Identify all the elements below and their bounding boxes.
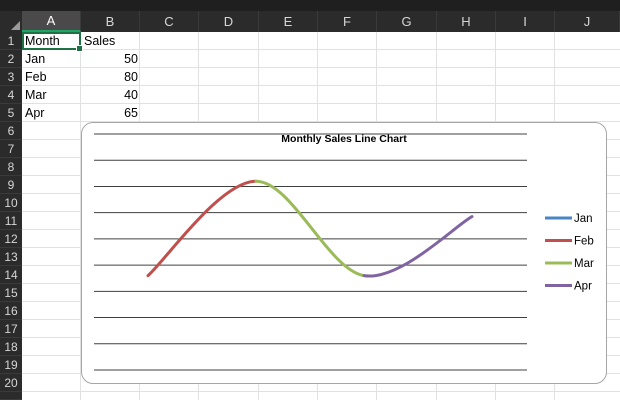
row-header-13[interactable]: 13 <box>0 248 22 266</box>
row-header-20[interactable]: 20 <box>0 374 22 392</box>
row-header-2[interactable]: 2 <box>0 50 22 68</box>
chart-title[interactable]: Monthly Sales Line Chart <box>281 133 407 145</box>
column-header-b[interactable]: B <box>81 11 140 32</box>
series-line-feb[interactable] <box>146 179 258 278</box>
cell-b5[interactable]: 65 <box>124 106 138 120</box>
fill-handle[interactable] <box>76 45 83 52</box>
column-header-g[interactable]: G <box>377 11 437 32</box>
grid-line <box>22 121 620 122</box>
row-header-7[interactable]: 7 <box>0 140 22 158</box>
row-header-4[interactable]: 4 <box>0 86 22 104</box>
row-header-11[interactable]: 11 <box>0 212 22 230</box>
cell-a3[interactable]: Feb <box>25 70 47 84</box>
grid-line <box>22 391 620 392</box>
grid-line <box>22 49 620 50</box>
series-line-mar[interactable] <box>254 179 366 278</box>
legend-label-mar[interactable]: Mar <box>574 258 594 270</box>
cell-a5[interactable]: Apr <box>25 106 45 120</box>
row-header-14[interactable]: 14 <box>0 266 22 284</box>
select-all-corner[interactable] <box>0 11 22 32</box>
row-header-6[interactable]: 6 <box>0 122 22 140</box>
legend-label-apr[interactable]: Apr <box>574 281 592 293</box>
row-header-9[interactable]: 9 <box>0 176 22 194</box>
row-header-10[interactable]: 10 <box>0 194 22 212</box>
column-header-e[interactable]: E <box>259 11 318 32</box>
column-header-d[interactable]: D <box>199 11 259 32</box>
cell-b2[interactable]: 50 <box>124 52 138 66</box>
cell-b3[interactable]: 80 <box>124 70 138 84</box>
grid-line <box>22 67 620 68</box>
row-header-8[interactable]: 8 <box>0 158 22 176</box>
grid-line <box>80 32 81 400</box>
grid-line <box>22 103 620 104</box>
cell-a4[interactable]: Mar <box>25 88 47 102</box>
cell-b4[interactable]: 40 <box>124 88 138 102</box>
row-header-16[interactable]: 16 <box>0 302 22 320</box>
row-header-12[interactable]: 12 <box>0 230 22 248</box>
column-header-a[interactable]: A <box>22 11 81 32</box>
column-header-i[interactable]: I <box>496 11 555 32</box>
row-header-19[interactable]: 19 <box>0 356 22 374</box>
select-all-triangle-icon <box>11 21 20 30</box>
legend-label-feb[interactable]: Feb <box>574 236 594 248</box>
row-header-3[interactable]: 3 <box>0 68 22 86</box>
row-header-18[interactable]: 18 <box>0 338 22 356</box>
column-header-c[interactable]: C <box>140 11 199 32</box>
cell-a1[interactable]: Month <box>25 34 60 48</box>
cell-a2[interactable]: Jan <box>25 52 46 66</box>
grid-line <box>22 85 620 86</box>
active-cell-selection[interactable] <box>22 32 83 52</box>
row-header-15[interactable]: 15 <box>0 284 22 302</box>
column-header-h[interactable]: H <box>437 11 496 32</box>
column-header-f[interactable]: F <box>318 11 377 32</box>
row-header-1[interactable]: 1 <box>0 32 22 50</box>
cell-b1[interactable]: Sales <box>84 34 116 48</box>
series-line-apr[interactable] <box>362 215 474 278</box>
legend-label-jan[interactable]: Jan <box>574 213 593 225</box>
window-top-bar <box>0 0 620 11</box>
row-header-5[interactable]: 5 <box>0 104 22 122</box>
row-header-17[interactable]: 17 <box>0 320 22 338</box>
